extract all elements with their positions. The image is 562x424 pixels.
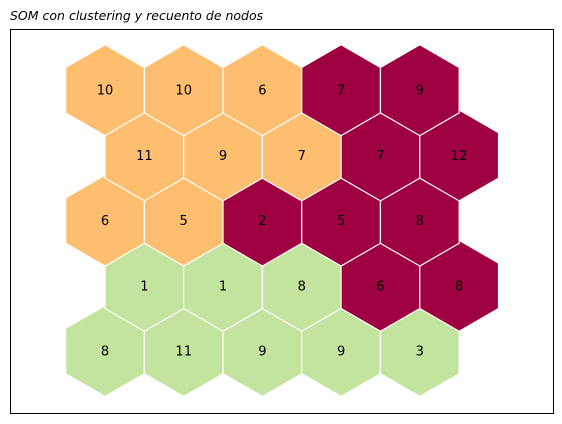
node-count-label: 8 [455, 279, 463, 294]
node-count-label: 9 [219, 149, 227, 164]
node-count-label: 2 [258, 214, 266, 229]
node-count-label: 1 [140, 279, 148, 294]
node-count-label: 8 [416, 214, 424, 229]
node-count-label: 6 [376, 279, 384, 294]
node-count-label: 9 [337, 345, 345, 360]
hex-cell [379, 44, 460, 137]
node-count-label: 8 [298, 279, 306, 294]
node-count-label: 9 [416, 84, 424, 99]
node-count-label: 7 [337, 84, 345, 99]
node-count-label: 12 [451, 149, 468, 164]
node-count-label: 10 [97, 84, 114, 99]
node-count-label: 6 [258, 84, 266, 99]
node-count-label: 10 [175, 84, 192, 99]
node-count-label: 11 [136, 149, 153, 164]
plot-frame [10, 29, 554, 414]
node-count-label: 9 [258, 345, 266, 360]
node-count-label: 7 [376, 149, 384, 164]
node-count-label: 8 [101, 345, 109, 360]
node-count-label: 5 [337, 214, 345, 229]
node-count-label: 3 [416, 345, 424, 360]
chart-title: SOM con clustering y recuento de nodos [10, 8, 264, 23]
node-count-label: 5 [180, 214, 188, 229]
node-count-label: 1 [219, 279, 227, 294]
node-count-label: 7 [298, 149, 306, 164]
node-count-label: 11 [175, 345, 192, 360]
node-count-label: 6 [101, 214, 109, 229]
